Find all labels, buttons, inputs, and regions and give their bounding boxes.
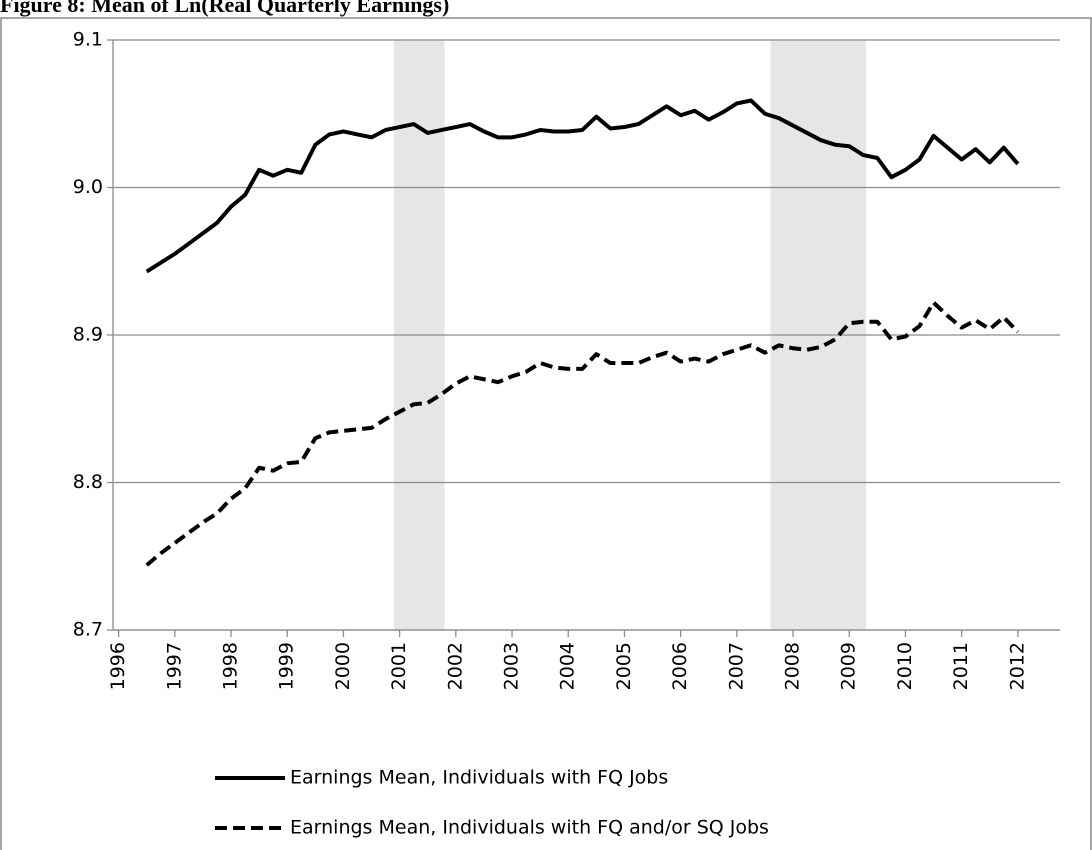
y-tick-label: 8.8 bbox=[73, 471, 103, 493]
x-tick-label: 2002 bbox=[444, 642, 466, 690]
x-tick-label: 2005 bbox=[613, 642, 635, 690]
x-tick-label: 2012 bbox=[1006, 642, 1028, 690]
series-line bbox=[145, 98, 1020, 274]
y-tick-label: 8.9 bbox=[73, 324, 103, 346]
x-tick-label: 1997 bbox=[163, 642, 185, 690]
y-tick-label: 9.1 bbox=[73, 29, 103, 51]
x-tick-label: 2006 bbox=[669, 642, 691, 690]
x-tick-label: 2010 bbox=[894, 642, 916, 690]
legend-label: Earnings Mean, Individuals with FQ Jobs bbox=[290, 767, 668, 789]
series-line bbox=[145, 300, 1020, 567]
x-tick-label: 2007 bbox=[725, 642, 747, 690]
legend-label: Earnings Mean, Individuals with FQ and/o… bbox=[290, 817, 769, 839]
y-tick-label: 9.0 bbox=[73, 176, 103, 198]
x-tick-label: 1999 bbox=[276, 642, 298, 690]
x-tick-label: 1996 bbox=[107, 642, 129, 690]
x-tick-label: 2000 bbox=[332, 642, 354, 690]
x-tick-label: 2011 bbox=[950, 642, 972, 690]
y-tick-label: 8.7 bbox=[73, 619, 103, 641]
x-tick-label: 2009 bbox=[838, 642, 860, 690]
chart-frame bbox=[0, 17, 1092, 850]
x-tick-label: 2004 bbox=[557, 642, 579, 690]
x-tick-label: 2003 bbox=[501, 642, 523, 690]
chart-title: Figure 8: Mean of Ln(Real Quarterly Earn… bbox=[0, 0, 449, 17]
x-tick-label: 2008 bbox=[782, 642, 804, 690]
x-tick-label: 2001 bbox=[388, 642, 410, 690]
x-tick-label: 1998 bbox=[220, 642, 242, 690]
